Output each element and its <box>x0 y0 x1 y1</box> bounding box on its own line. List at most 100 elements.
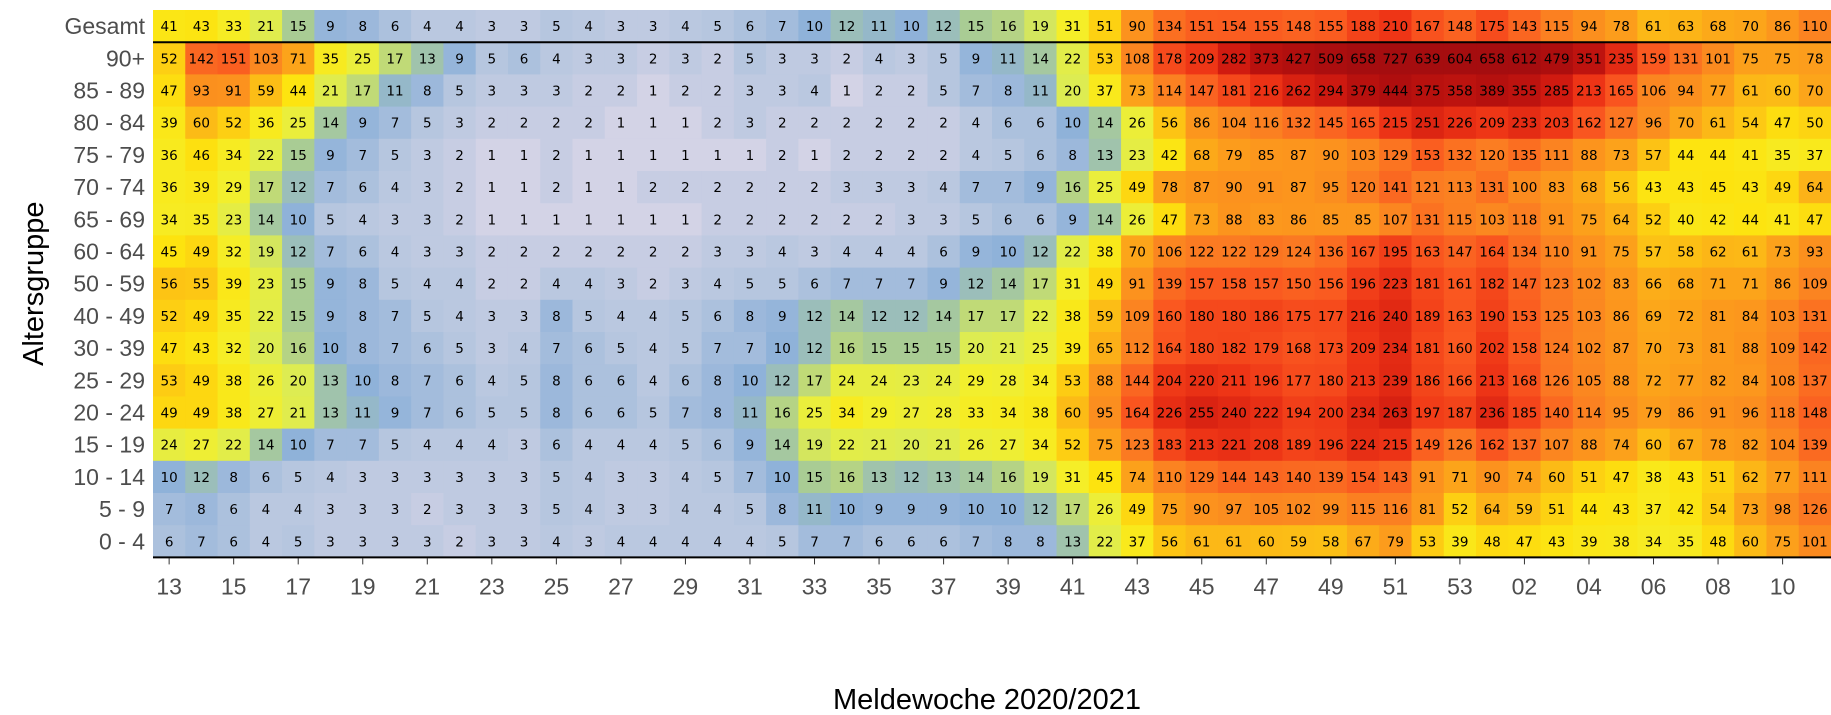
heatmap-cell <box>992 364 1025 397</box>
heatmap-cell-label: 10 <box>290 212 307 228</box>
heatmap-cell <box>282 364 315 397</box>
heatmap-cell <box>1153 171 1187 204</box>
heatmap-cell-label: 6 <box>617 373 626 389</box>
heatmap-cell-label: 8 <box>778 502 787 518</box>
heatmap-cell-label: 82 <box>1709 373 1726 389</box>
heatmap-cell <box>1217 364 1251 397</box>
heatmap-cell <box>1443 332 1477 365</box>
heatmap-cell <box>572 138 606 172</box>
heatmap-cell <box>282 396 315 430</box>
heatmap-cell <box>604 138 638 172</box>
heatmap-cell-label: 190 <box>1479 309 1505 325</box>
heatmap-cell <box>1443 396 1477 430</box>
heatmap-cell-label: 95 <box>1096 406 1113 422</box>
heatmap-cell <box>733 332 767 365</box>
heatmap-cell <box>378 171 412 204</box>
heatmap-cell <box>1121 396 1154 430</box>
heatmap-cell <box>959 42 993 75</box>
heatmap-cell <box>798 396 832 430</box>
heatmap-cell <box>701 460 735 494</box>
heatmap-cell <box>637 106 670 140</box>
heatmap-cell-label: 10 <box>1000 245 1017 261</box>
heatmap-cell-label: 8 <box>1068 148 1077 164</box>
heatmap-cell <box>346 332 380 365</box>
heatmap-cell-label: 4 <box>584 19 593 35</box>
heatmap-cell-label: 8 <box>229 470 238 486</box>
heatmap-cell <box>895 42 929 75</box>
heatmap-cell <box>1024 171 1058 204</box>
heatmap-cell-label: 9 <box>358 116 367 132</box>
heatmap-cell-label: 62 <box>1742 470 1759 486</box>
heatmap-cell-label: 12 <box>1032 502 1049 518</box>
heatmap-cell <box>346 106 380 140</box>
heatmap-cell-label: 4 <box>552 51 561 67</box>
heatmap-cell <box>1314 138 1348 172</box>
heatmap-cell-label: 122 <box>1189 245 1215 261</box>
heatmap-cell-label: 59 <box>1096 309 1113 325</box>
heatmap-cell-label: 22 <box>1032 309 1049 325</box>
heatmap-cell-label: 23 <box>903 373 920 389</box>
heatmap-cell <box>1766 74 1800 108</box>
heatmap-cell-label: 157 <box>1253 277 1279 293</box>
heatmap-cell <box>249 364 283 397</box>
heatmap-cell-label: 2 <box>488 116 497 132</box>
heatmap-cell-label: 75 <box>1742 51 1759 67</box>
heatmap-cell-label: 37 <box>1096 84 1113 100</box>
heatmap-cell <box>1379 364 1413 397</box>
heatmap-cell <box>604 10 638 43</box>
heatmap-cell <box>1476 74 1509 108</box>
heatmap-cell-label: 131 <box>1479 180 1505 196</box>
x-tick-label: 21 <box>414 573 440 599</box>
heatmap-cell <box>798 171 832 204</box>
heatmap-cell <box>637 74 670 108</box>
heatmap-cell-label: 47 <box>1806 212 1823 228</box>
heatmap-cell-label: 34 <box>161 212 178 228</box>
heatmap-cell-label: 17 <box>386 51 403 67</box>
heatmap-cell <box>1701 10 1735 43</box>
heatmap-cell <box>895 10 929 43</box>
heatmap-cell <box>701 138 735 172</box>
heatmap-cell <box>1734 10 1768 43</box>
heatmap-cell-label: 189 <box>1415 309 1441 325</box>
heatmap-cell-label: 4 <box>681 470 690 486</box>
heatmap-cell <box>701 203 735 236</box>
heatmap-cell <box>1605 364 1638 397</box>
row-label: 60 - 64 <box>73 239 145 265</box>
heatmap-cell-label: 8 <box>552 309 561 325</box>
heatmap-cell-label: 9 <box>326 19 335 35</box>
heatmap-cell-label: 148 <box>1802 406 1828 422</box>
heatmap-cell-label: 5 <box>455 84 464 100</box>
heatmap-cell-label: 88 <box>1742 341 1759 357</box>
heatmap-cell-label: 20 <box>290 373 307 389</box>
heatmap-cell-label: 38 <box>1096 245 1113 261</box>
heatmap-cell <box>669 525 703 558</box>
heatmap-cell <box>1701 267 1735 301</box>
heatmap-cell-label: 148 <box>1286 19 1312 35</box>
heatmap-cell-label: 10 <box>1000 502 1017 518</box>
heatmap-cell <box>798 235 832 269</box>
heatmap-cell-label: 71 <box>1451 470 1468 486</box>
heatmap-cell <box>378 428 412 462</box>
heatmap-cell <box>1572 493 1606 526</box>
heatmap-cell-label: 17 <box>1064 502 1081 518</box>
heatmap-cell <box>1540 332 1574 365</box>
heatmap-cell-label: 5 <box>423 116 432 132</box>
heatmap-cell <box>862 299 896 333</box>
heatmap-cell-label: 213 <box>1189 438 1215 454</box>
heatmap-cell <box>1379 332 1413 365</box>
heatmap-cell <box>604 74 638 108</box>
heatmap-cell <box>572 235 606 269</box>
heatmap-cell-label: 17 <box>354 84 371 100</box>
heatmap-cell-label: 14 <box>1096 116 1113 132</box>
heatmap-cell-label: 12 <box>935 19 952 35</box>
heatmap-cell <box>604 493 638 526</box>
heatmap-cell-label: 101 <box>1705 51 1731 67</box>
heatmap-cell-label: 73 <box>1677 341 1694 357</box>
heatmap-cell <box>1314 525 1348 558</box>
heatmap-cell <box>862 235 896 269</box>
heatmap-cell <box>1701 138 1735 172</box>
heatmap-cell <box>1508 428 1542 462</box>
heatmap-cell <box>1669 235 1703 269</box>
heatmap-cell <box>637 267 670 301</box>
heatmap-cell-label: 4 <box>649 534 658 550</box>
